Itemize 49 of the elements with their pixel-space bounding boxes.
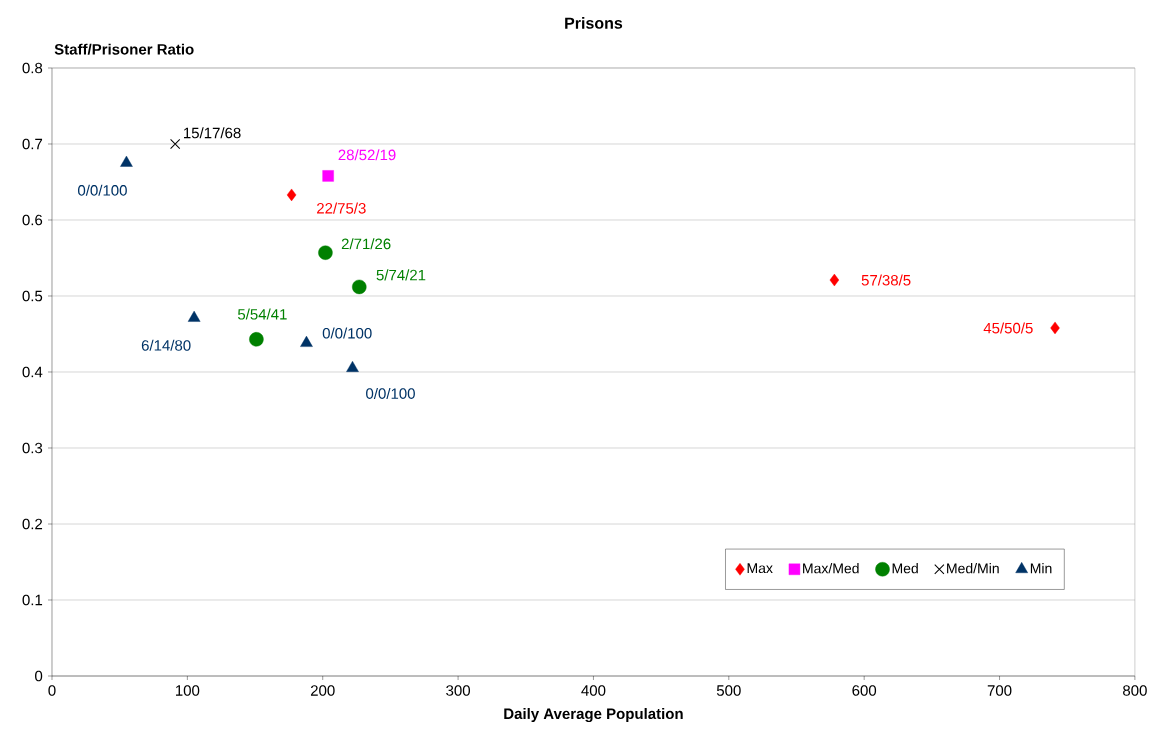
x-tick-label: 800 xyxy=(1123,685,1147,696)
point xyxy=(322,170,334,182)
data-label: 45/50/5 xyxy=(983,322,1033,334)
chart-title: Prisons xyxy=(565,17,623,29)
point xyxy=(249,332,264,347)
data-label: 0/0/100 xyxy=(78,184,127,196)
point xyxy=(170,138,181,150)
y-tick-label: 0.4 xyxy=(22,366,43,378)
y-tick-label: 0 xyxy=(35,670,43,682)
y-tick-label: 0.5 xyxy=(22,290,43,302)
legend-label: Med/Min xyxy=(947,563,999,574)
legend-label: Max/Med xyxy=(803,563,859,574)
x-tick-label: 700 xyxy=(987,685,1012,696)
data-label: 28/52/19 xyxy=(338,149,396,161)
data-label: 2/71/26 xyxy=(341,238,391,250)
point xyxy=(352,279,367,295)
point xyxy=(318,245,333,260)
data-label: 0/0/100 xyxy=(366,387,415,399)
x-tick-label: 300 xyxy=(446,685,470,696)
data-label: 0/0/100 xyxy=(322,327,372,339)
data-label: 57/38/5 xyxy=(861,274,911,286)
x-tick-label: 200 xyxy=(310,685,335,696)
point xyxy=(187,310,201,322)
legend-label: Med xyxy=(892,563,918,574)
data-label: 6/14/80 xyxy=(141,339,191,351)
point xyxy=(286,188,297,202)
x-tick-label: 500 xyxy=(716,685,741,696)
x-tick-label: 100 xyxy=(175,685,200,696)
data-label: 5/74/21 xyxy=(376,269,426,281)
y-tick-label: 0.7 xyxy=(22,138,43,150)
y-tick-label: 0.6 xyxy=(22,214,43,226)
x-tick-label: 0 xyxy=(48,685,56,696)
point xyxy=(300,335,313,347)
x-tick-label: 600 xyxy=(852,685,877,696)
y-tick-label: 0.2 xyxy=(22,518,43,530)
y-axis-title: Staff/Prisoner Ratio xyxy=(54,43,194,55)
x-tick-label: 400 xyxy=(581,685,606,696)
y-tick-label: 0.8 xyxy=(22,62,43,74)
point xyxy=(346,361,359,372)
legend-label: Min xyxy=(1030,563,1052,574)
data-label: 15/17/68 xyxy=(184,127,241,139)
x-axis-title: Daily Average Population xyxy=(504,708,683,723)
data-label: 5/54/41 xyxy=(237,308,287,320)
y-tick-label: 0.1 xyxy=(22,594,43,606)
point xyxy=(1050,321,1060,335)
legend-label: Max xyxy=(747,563,773,574)
data-label: 22/75/3 xyxy=(317,202,366,214)
point xyxy=(829,273,840,287)
y-tick-label: 0.3 xyxy=(22,442,43,454)
